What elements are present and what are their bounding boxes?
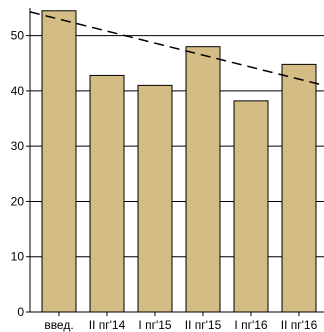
y-tick-label-50: 50 [11, 29, 25, 43]
trendline [29, 11, 324, 87]
y-tick-label-10: 10 [11, 250, 25, 264]
x-tick-label-4: I пг'16 [234, 318, 268, 332]
bar-3 [185, 46, 221, 313]
x-tick-label-5: II пг'16 [281, 318, 318, 332]
x-tick-label-1: II пг'14 [89, 318, 126, 332]
y-tick-label-40: 40 [11, 84, 25, 98]
x-tick-label-0: введ. [44, 318, 73, 332]
bar-2 [137, 84, 173, 313]
bar-4 [233, 100, 269, 313]
y-tick-label-20: 20 [11, 194, 25, 208]
x-tick-label-2: I пг'15 [138, 318, 172, 332]
y-tick-label-0: 0 [17, 305, 24, 319]
bar-1 [89, 74, 125, 313]
y-tick-label-30: 30 [11, 139, 25, 153]
bar-0 [41, 10, 77, 313]
bar-5 [281, 63, 317, 313]
x-tick-label-3: II пг'15 [185, 318, 222, 332]
